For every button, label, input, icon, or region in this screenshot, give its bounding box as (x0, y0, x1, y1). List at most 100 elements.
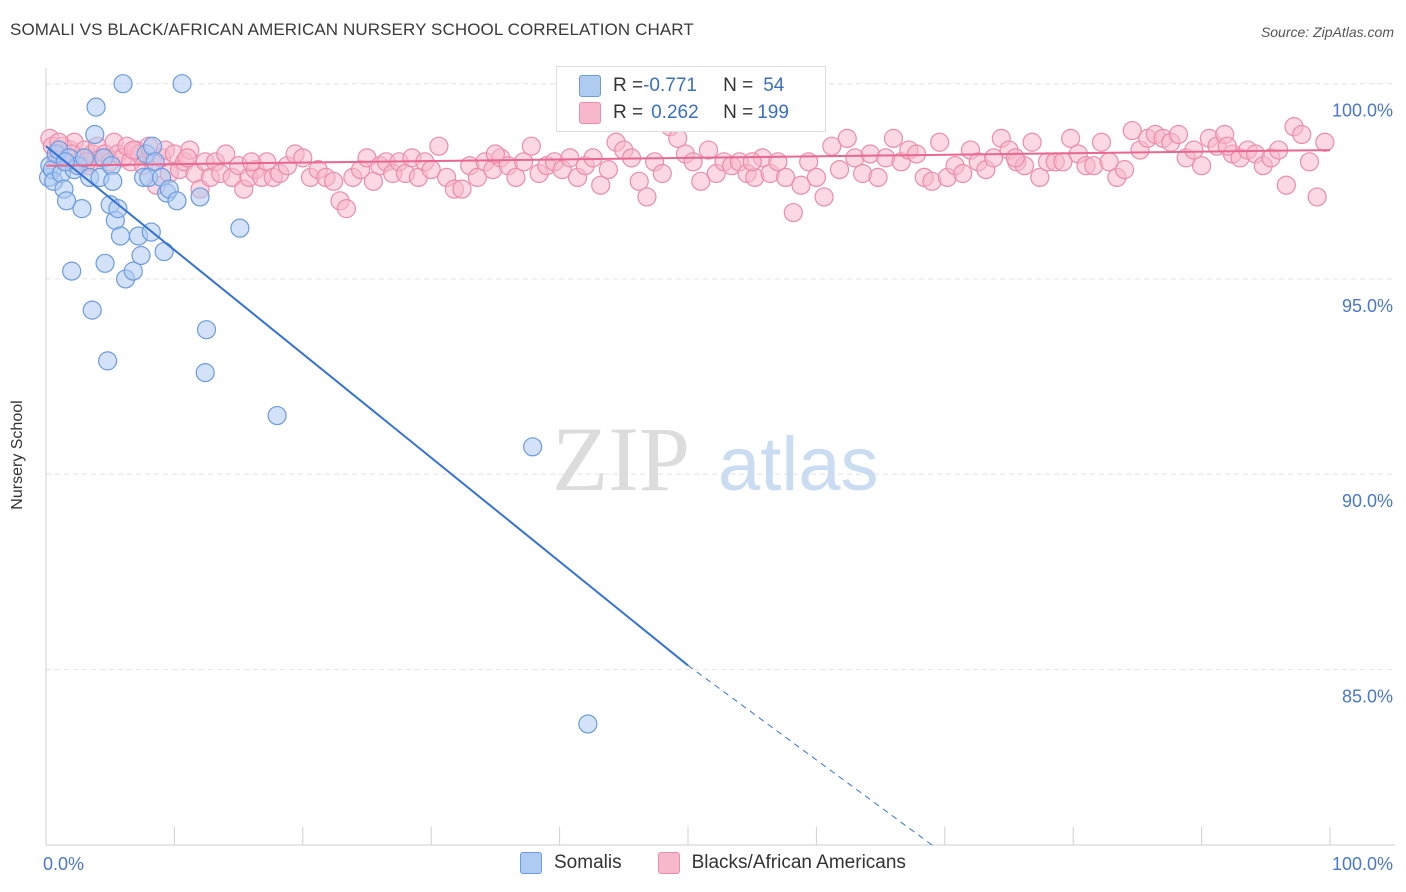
y-tick-label: 95.0% (1342, 296, 1393, 316)
black-african-american-point (1114, 160, 1135, 180)
legend-item-black[interactable]: Blacks/African Americans (657, 852, 906, 874)
somali-point (195, 363, 215, 383)
somali-point (56, 191, 77, 211)
black-african-american-point (1217, 136, 1237, 156)
somali-point (74, 148, 95, 168)
black-african-american-point (806, 167, 827, 188)
watermark-zip: ZIP (552, 408, 690, 510)
legend-r-value: 0.262 (651, 102, 699, 123)
black-african-american-point (652, 163, 672, 184)
black-african-american-point (452, 179, 472, 199)
somali-point (103, 171, 123, 191)
black-african-american-point (906, 144, 927, 164)
somali-point (230, 218, 250, 238)
legend-r-label: R = (613, 75, 644, 96)
legend-label-somalis: Somalis (554, 852, 622, 873)
black-african-american-point (1292, 124, 1312, 145)
black-african-american-point (1299, 152, 1320, 172)
black-african-american-point (560, 148, 580, 168)
black-african-american-point (683, 152, 703, 172)
somali-point (110, 226, 131, 246)
somali-point (108, 199, 128, 219)
trend-line-black (45, 149, 1331, 167)
black-african-american-point (629, 171, 649, 191)
legend-n-label: N = (723, 75, 754, 96)
somali-points (38, 74, 598, 734)
black-african-american-point (1276, 175, 1296, 195)
legend-label-black: Blacks/African Americans (691, 852, 906, 873)
black-african-american-point (637, 187, 657, 207)
black-african-american-point (514, 152, 534, 172)
black-african-american-point (1005, 148, 1026, 168)
black-african-american-point (1061, 128, 1081, 148)
x-tick-label-start: 0.0% (43, 854, 84, 874)
watermark-atlas: atlas (718, 422, 879, 507)
legend-swatch-black (579, 102, 601, 124)
legend-swatch-black (657, 852, 680, 874)
somali-point (131, 245, 151, 266)
black-african-american-point (1022, 132, 1042, 152)
black-african-american-point (868, 167, 888, 188)
black-african-american-point (336, 199, 357, 219)
tick-labels: 85.0% 90.0% 95.0% 100.0% 0.0% 100.0% (43, 101, 1393, 874)
black-african-american-point (485, 144, 505, 164)
black-african-american-point (177, 148, 197, 168)
black-african-american-point (837, 128, 857, 148)
trend-line-somalis (45, 145, 689, 667)
somali-point (123, 261, 143, 281)
black-african-american-point (521, 136, 541, 156)
somali-point (86, 97, 106, 117)
somali-point (85, 124, 105, 145)
black-african-american-points (40, 117, 1335, 223)
y-tick-label: 100.0% (1332, 101, 1393, 121)
somali-point (62, 261, 82, 281)
legend-item-somalis[interactable]: Somalis (520, 852, 622, 874)
legend-n-value: 54 (763, 75, 785, 96)
somali-point (523, 437, 543, 457)
black-african-american-point (883, 128, 904, 148)
correlation-legend: R = -0.771 N = 54 R = 0.262 N = 199 (556, 66, 826, 132)
black-african-american-point (506, 167, 526, 188)
black-african-american-point (783, 202, 803, 223)
somali-point (167, 191, 187, 211)
legend-n-value: 199 (757, 102, 789, 123)
somali-point (82, 300, 102, 320)
legend-row-black: R = 0.262 N = 199 (579, 100, 789, 126)
somali-point (95, 253, 115, 273)
somali-point (72, 199, 92, 219)
legend-r-value: -0.771 (643, 75, 697, 96)
somali-point (196, 320, 217, 340)
black-african-american-point (1030, 167, 1050, 188)
black-african-american-point (1091, 132, 1112, 152)
legend-r-label: R = (613, 102, 644, 123)
black-african-american-point (1168, 124, 1189, 145)
black-african-american-point (814, 187, 834, 207)
trend-line-somalis-extension (687, 665, 933, 846)
somali-point (154, 241, 174, 262)
legend-swatch-somalis (520, 852, 542, 874)
series-legend: Somalis Blacks/African Americans (520, 852, 942, 874)
somali-point (190, 187, 210, 207)
y-tick-label: 90.0% (1342, 491, 1393, 511)
legend-row-somalis: R = -0.771 N = 54 (579, 73, 784, 99)
black-african-american-point (293, 148, 313, 168)
chart-title: SOMALI VS BLACK/AFRICAN AMERICAN NURSERY… (10, 20, 694, 39)
black-african-american-point (1307, 187, 1327, 207)
black-african-american-point (1191, 156, 1212, 176)
black-african-american-point (953, 163, 973, 184)
black-african-american-point (698, 140, 719, 160)
black-african-american-point (742, 152, 762, 172)
axes (45, 68, 1395, 846)
black-african-american-point (324, 171, 344, 191)
black-african-american-point (467, 167, 488, 188)
legend-swatch-somalis (579, 75, 601, 97)
black-african-american-point (591, 175, 611, 195)
source-label: Source: ZipAtlas.com (1260, 24, 1394, 40)
somali-point (98, 351, 118, 371)
somali-point (267, 405, 287, 426)
black-african-american-point (429, 136, 449, 156)
black-african-american-point (691, 171, 711, 191)
black-african-american-point (829, 160, 850, 180)
black-african-american-point (791, 175, 811, 195)
